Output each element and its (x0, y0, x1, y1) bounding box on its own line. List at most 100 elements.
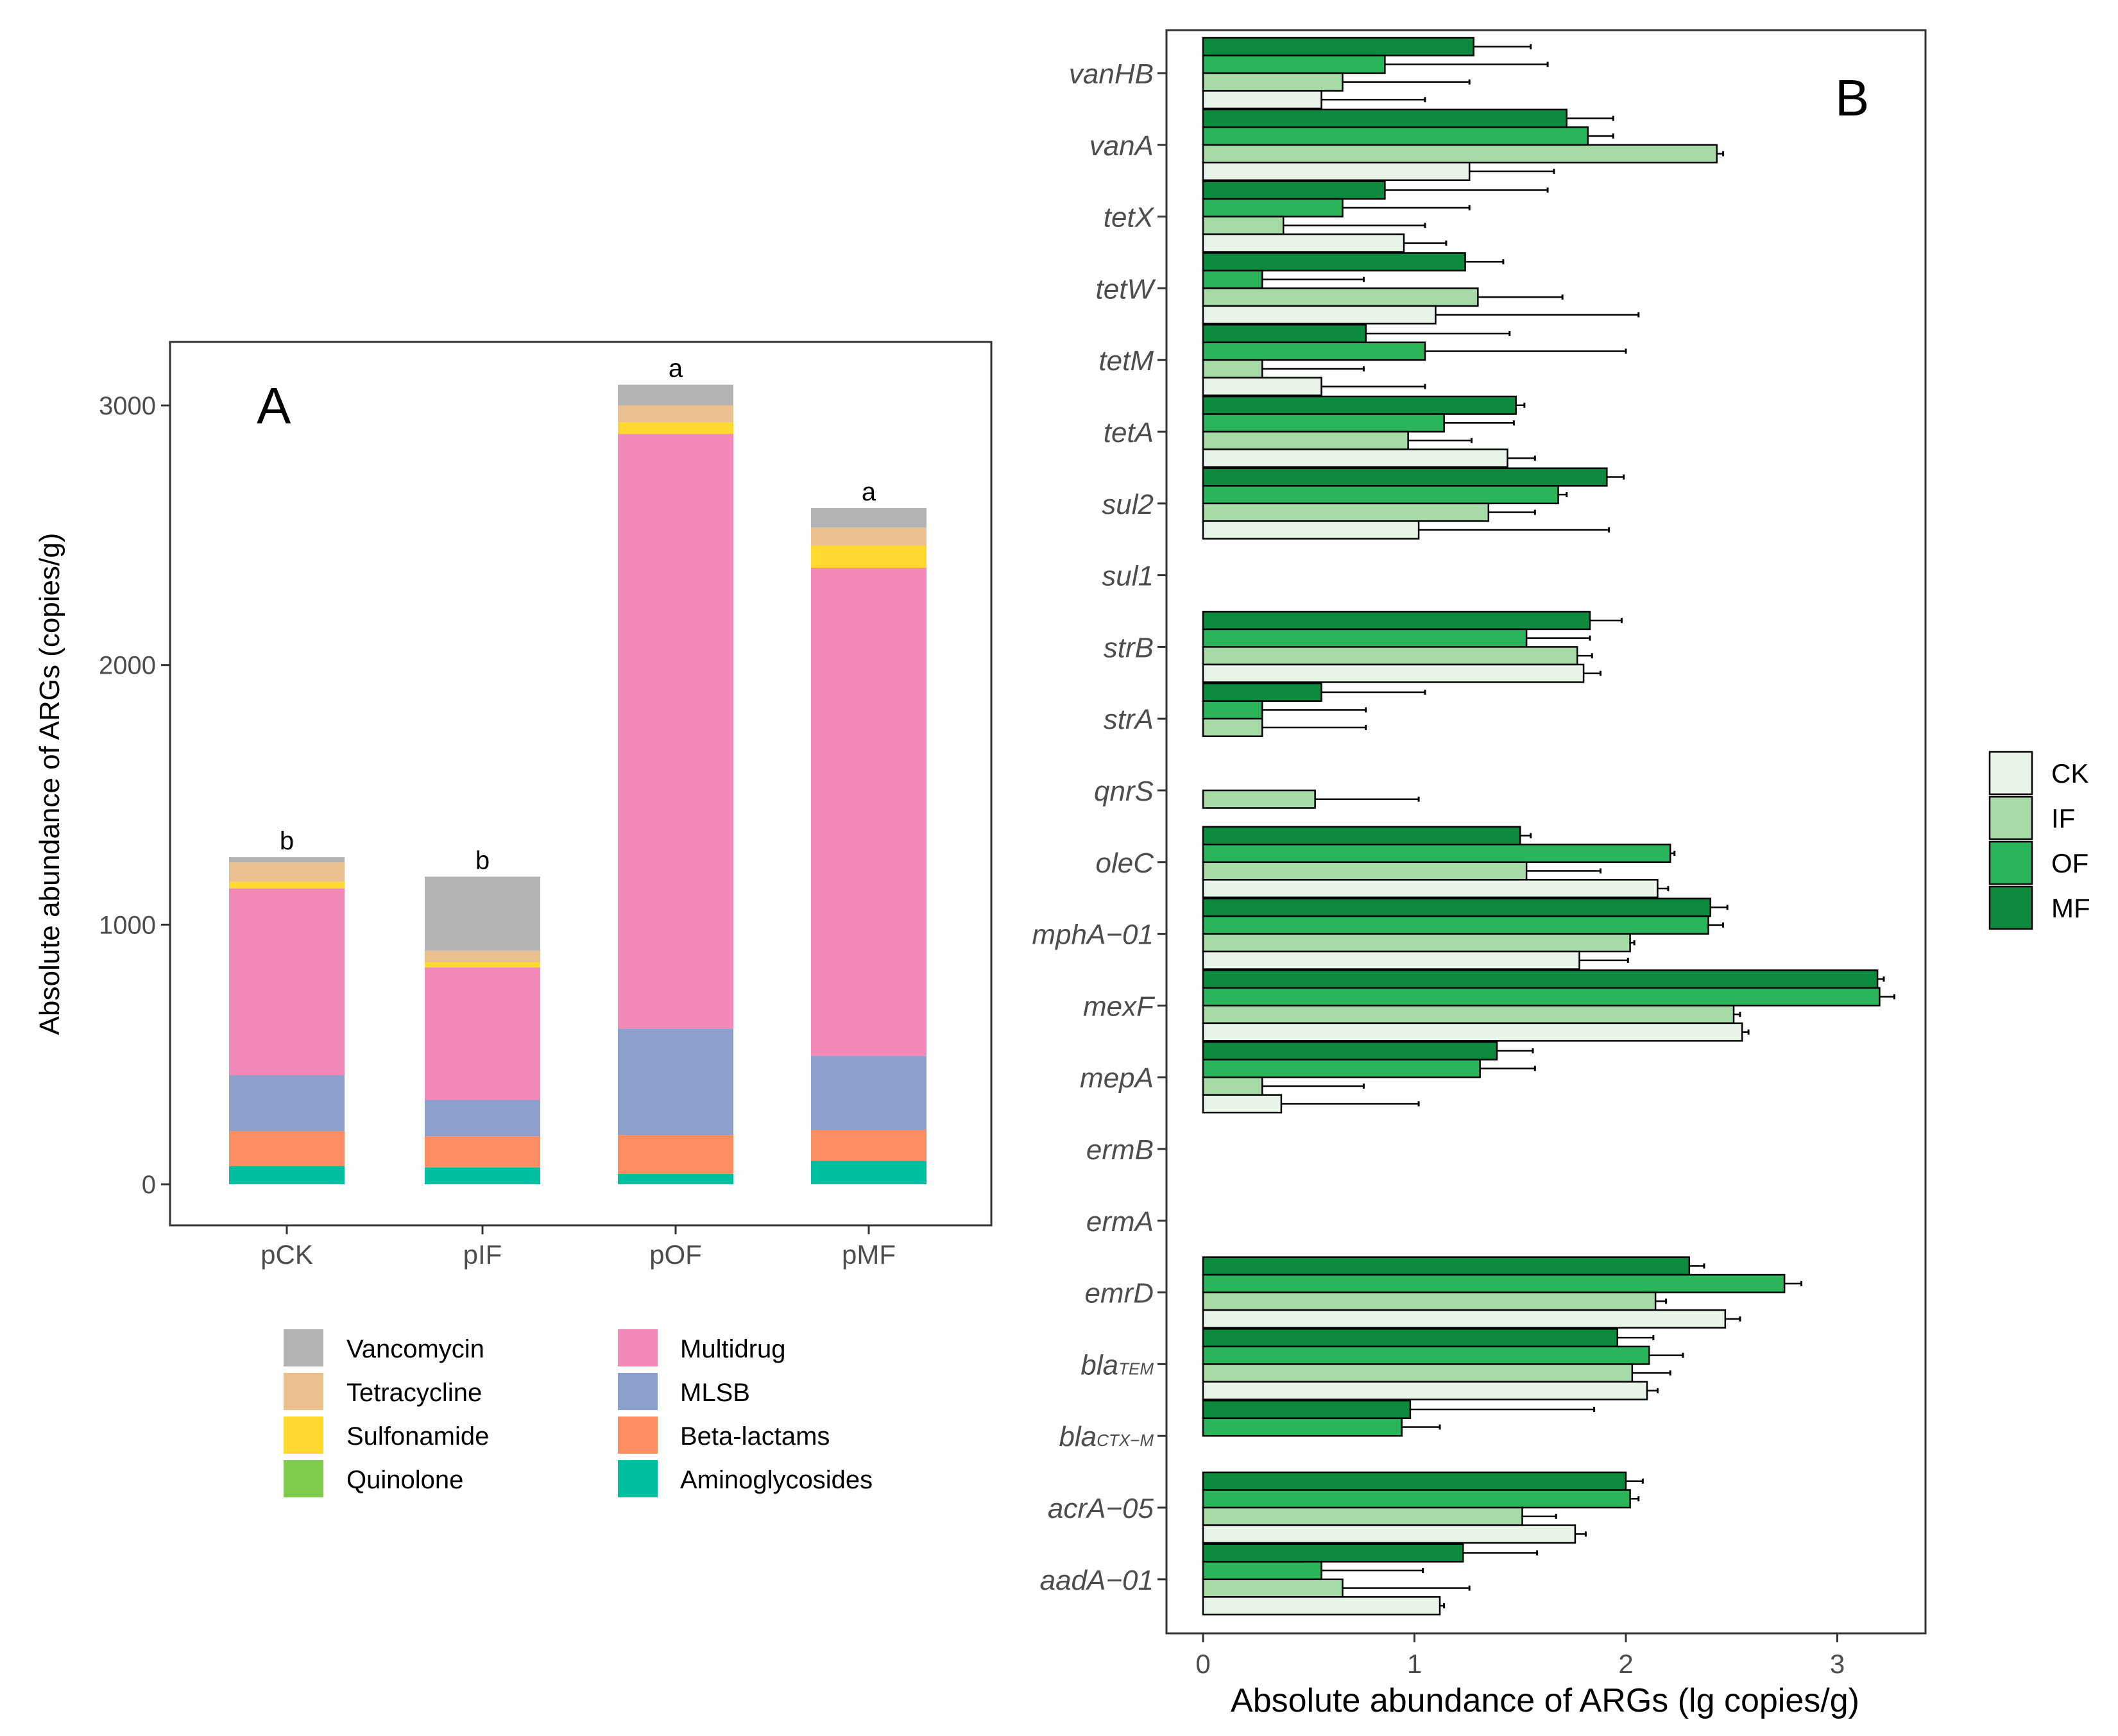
gene-label-sul1: sul1 (1102, 561, 1154, 592)
bar-tetw-of (1202, 269, 1263, 289)
bar-olec-mf (1202, 826, 1521, 846)
bar-tetm-of (1202, 341, 1426, 361)
bar-aada-01-ck (1202, 1596, 1441, 1616)
bar-acra-05-if (1202, 1506, 1523, 1526)
bar-olec-ck (1202, 879, 1659, 899)
gene-label-vanhb: vanHB (1069, 58, 1154, 90)
legend-swatch-sulfonamide (284, 1417, 323, 1454)
legend-swatch-quinolone (284, 1460, 323, 1497)
gene-label-mepa: mepA (1080, 1062, 1154, 1094)
bar-strb-ck (1202, 663, 1585, 683)
bar-segment-pck-mlsb (229, 1075, 345, 1132)
y-tick-label-3000: 3000 (99, 392, 156, 420)
legend-label-of: OF (2051, 848, 2088, 878)
bar-blactx-m-of (1202, 1417, 1403, 1437)
bar-mexf-ck (1202, 1022, 1743, 1042)
legend-label-sulfonamide: Sulfonamide (346, 1422, 489, 1451)
gene-label-tetw: tetW (1096, 273, 1156, 305)
x-tick-label-0: 0 (1195, 1649, 1210, 1679)
bar-segment-pif-sulfonamide (425, 962, 540, 968)
bar-segment-pck-vancomycin (229, 857, 345, 863)
bar-aada-01-if (1202, 1578, 1344, 1598)
bar-acra-05-of (1202, 1489, 1631, 1509)
bar-teta-ck (1202, 448, 1508, 468)
bar-teta-if (1202, 430, 1409, 450)
legend-label-ck: CK (2051, 758, 2088, 788)
bar-sul2-of (1202, 485, 1559, 505)
bar-segment-pof-beta-lactams (618, 1135, 733, 1174)
gene-label-mexf: mexF (1083, 991, 1155, 1022)
bar-segment-pck-multidrug (229, 888, 345, 1076)
gene-label-teta: tetA (1104, 417, 1154, 448)
bar-teta-of (1202, 413, 1445, 433)
bar-vana-mf (1202, 108, 1567, 128)
bar-mepa-of (1202, 1059, 1481, 1078)
bar-mpha-01-of (1202, 915, 1709, 935)
bar-tetx-ck (1202, 233, 1405, 253)
bar-vana-of (1202, 126, 1589, 146)
bar-segment-pif-vancomycin (425, 876, 540, 951)
gene-label-olec: oleC (1096, 847, 1155, 879)
bar-tetm-ck (1202, 377, 1322, 396)
bar-segment-pmf-vancomycin (811, 507, 927, 528)
bar-sul2-ck (1202, 520, 1420, 540)
legend-swatch-vancomycin (284, 1329, 323, 1366)
bar-mpha-01-if (1202, 933, 1631, 953)
legend-swatch-mf (1988, 885, 2033, 930)
bar-emrd-ck (1202, 1309, 1727, 1329)
bar-segment-pmf-sulfonamide (811, 545, 927, 568)
panel-a-y-axis-title: Absolute abundance of ARGs (copies/g) (34, 533, 65, 1035)
bar-segment-pmf-beta-lactams (811, 1130, 927, 1161)
bar-tetw-mf (1202, 252, 1466, 272)
bar-qnrs-if (1202, 789, 1316, 809)
gene-label-stra: strA (1104, 704, 1154, 735)
bar-tetx-mf (1202, 180, 1386, 200)
bar-tetm-mf (1202, 323, 1367, 343)
bar-blatem-if (1202, 1363, 1634, 1383)
x-tick-label-2: 2 (1618, 1649, 1633, 1679)
bar-stra-of (1202, 700, 1263, 720)
legend-swatch-mlsb (618, 1373, 658, 1410)
bar-teta-mf (1202, 395, 1517, 415)
bar-blactx-m-mf (1202, 1399, 1412, 1419)
bar-sul2-mf (1202, 467, 1608, 487)
bar-strb-mf (1202, 611, 1591, 631)
bar-stra-mf (1202, 682, 1322, 702)
bar-acra-05-mf (1202, 1471, 1627, 1491)
bar-vana-ck (1202, 162, 1471, 182)
bar-mepa-if (1202, 1076, 1263, 1096)
bar-mepa-ck (1202, 1094, 1283, 1114)
gene-label-acra-05: acrA−05 (1048, 1493, 1154, 1524)
bar-segment-pof-tetracycline (618, 405, 733, 423)
bar-aada-01-of (1202, 1561, 1322, 1581)
legend-label-if: IF (2051, 803, 2075, 833)
bar-segment-pmf-multidrug (811, 567, 927, 1056)
bar-blatem-ck (1202, 1381, 1648, 1400)
bar-mexf-if (1202, 1005, 1735, 1025)
gene-label-ermb: ermB (1086, 1134, 1154, 1166)
bar-segment-pck-aminoglycosides (229, 1166, 345, 1184)
legend-label-multidrug: Multidrug (680, 1335, 786, 1363)
bar-mexf-of (1202, 987, 1881, 1007)
bar-segment-pck-sulfonamide (229, 881, 345, 889)
gene-label-tetm: tetM (1098, 345, 1154, 377)
legend-label-mf: MF (2051, 893, 2090, 923)
x-tick-label-3: 3 (1830, 1649, 1845, 1679)
bar-tetw-ck (1202, 305, 1437, 325)
panel-b-legend: CK IF OF MF (1988, 751, 2090, 930)
panel-a-legend: Vancomycin Tetracycline Sulfonamide Quinolo… (284, 1329, 873, 1497)
gene-label-emrd: emrD (1084, 1278, 1154, 1309)
bar-segment-pof-multidrug (618, 434, 733, 1029)
bar-segment-pif-aminoglycosides (425, 1167, 540, 1184)
legend-swatch-if (1988, 796, 2033, 840)
gene-label-blactx-m: blaCTX−M (1059, 1421, 1154, 1452)
legend-label-mlsb: MLSB (680, 1379, 750, 1407)
bar-segment-pof-mlsb (618, 1028, 733, 1136)
bar-mexf-mf (1202, 969, 1879, 989)
bar-segment-pof-aminoglycosides (618, 1173, 733, 1184)
gene-label-mpha-01: mphA−01 (1032, 919, 1154, 951)
significance-letter-pmf: a (862, 478, 876, 506)
x-tick-label-1: 1 (1407, 1649, 1422, 1679)
